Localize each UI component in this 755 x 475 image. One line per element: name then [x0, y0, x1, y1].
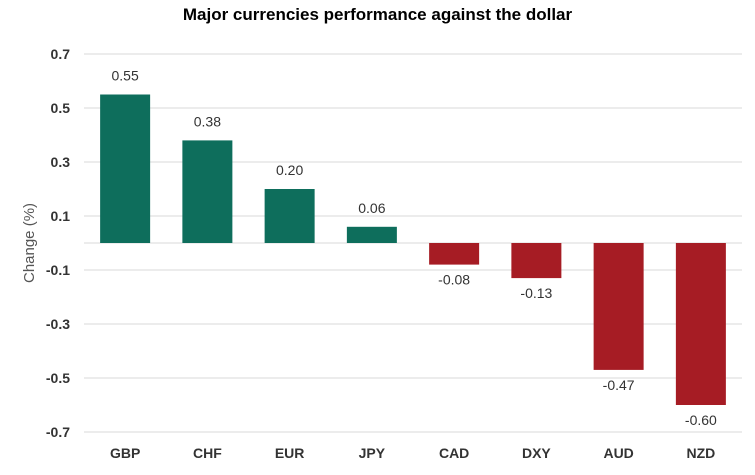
- bar-aud: [593, 243, 644, 370]
- x-axis-ticks: GBP CHF EUR JPY CAD DXY AUD NZD: [110, 445, 715, 461]
- bar-nzd: [675, 243, 726, 405]
- bar-cad: [429, 243, 480, 265]
- y-tick-label: 0.3: [51, 154, 71, 170]
- x-tick-label: GBP: [110, 445, 140, 461]
- bar-jpy: [346, 226, 397, 243]
- y-axis-label: Change (%): [21, 203, 38, 283]
- bar-chf: [182, 140, 233, 243]
- x-tick-label: DXY: [522, 445, 551, 461]
- data-label: -0.13: [520, 285, 552, 301]
- bar-eur: [264, 189, 315, 243]
- y-tick-label: -0.3: [46, 316, 70, 332]
- data-labels: 0.55 0.38 0.20 0.06 -0.08 -0.13 -0.47 -0.60: [112, 68, 718, 429]
- bars: [100, 94, 726, 405]
- data-label: -0.60: [685, 412, 717, 428]
- bar-gbp: [100, 94, 151, 243]
- data-label: 0.20: [276, 162, 303, 178]
- x-tick-label: CHF: [193, 445, 222, 461]
- data-label: -0.08: [438, 272, 470, 288]
- y-tick-label: 0.1: [51, 208, 71, 224]
- x-tick-label: NZD: [686, 445, 715, 461]
- bar-dxy: [511, 243, 562, 279]
- data-label: 0.06: [358, 200, 385, 216]
- x-tick-label: EUR: [275, 445, 305, 461]
- x-tick-label: CAD: [439, 445, 469, 461]
- y-tick-label: 0.7: [51, 46, 71, 62]
- data-label: 0.55: [112, 68, 139, 84]
- y-tick-label: -0.5: [46, 370, 70, 386]
- chart-title: Major currencies performance against the…: [182, 5, 573, 24]
- x-tick-label: JPY: [359, 445, 386, 461]
- y-tick-label: 0.5: [51, 100, 71, 116]
- y-tick-label: -0.1: [46, 262, 70, 278]
- y-tick-label: -0.7: [46, 424, 70, 440]
- x-tick-label: AUD: [603, 445, 633, 461]
- data-label: 0.38: [194, 113, 221, 129]
- y-axis-ticks: 0.7 0.5 0.3 0.1 -0.1 -0.3 -0.5 -0.7: [46, 46, 70, 440]
- data-label: -0.47: [603, 377, 635, 393]
